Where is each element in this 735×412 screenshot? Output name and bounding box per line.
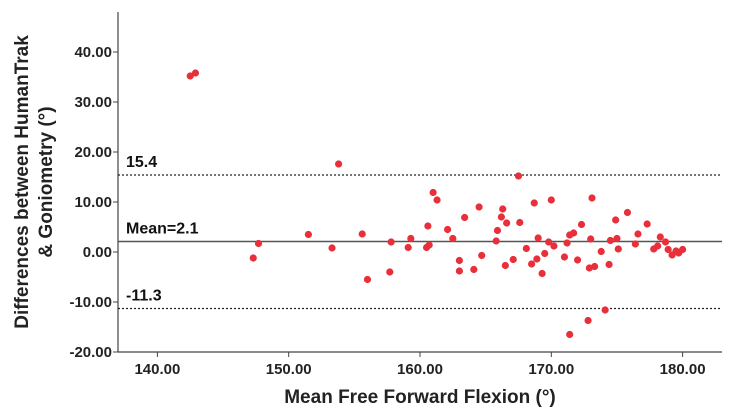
x-axis-ticks: 140.00 150.00 160.00 170.00 180.00 bbox=[134, 352, 706, 378]
data-point bbox=[547, 196, 555, 204]
data-point bbox=[516, 218, 524, 227]
data-point bbox=[545, 238, 553, 246]
data-point bbox=[304, 230, 312, 239]
data-point bbox=[577, 220, 586, 229]
data-point bbox=[501, 261, 509, 270]
data-point bbox=[563, 239, 571, 247]
data-point bbox=[550, 242, 558, 250]
data-point bbox=[656, 233, 664, 241]
data-point bbox=[613, 234, 621, 243]
reference-lines: 15.4 Mean=2.1 -11.3 bbox=[118, 154, 722, 310]
data-points bbox=[186, 69, 687, 339]
data-point bbox=[631, 240, 639, 248]
data-point bbox=[560, 253, 569, 261]
data-point bbox=[606, 236, 614, 245]
y-tick-label: -10.00 bbox=[69, 294, 112, 311]
data-point bbox=[623, 208, 632, 217]
x-tick-label: 150.00 bbox=[266, 361, 312, 378]
reference-line-label: -11.3 bbox=[126, 288, 162, 305]
data-point bbox=[449, 234, 457, 243]
data-point bbox=[475, 203, 483, 211]
x-tick-label: 160.00 bbox=[397, 361, 443, 378]
data-point bbox=[358, 230, 366, 238]
data-point bbox=[566, 330, 574, 339]
y-axis-ticks: 40.00 30.00 20.00 10.00 0.00 -10.00 -20.00 bbox=[69, 44, 118, 361]
data-point bbox=[654, 242, 662, 250]
data-point bbox=[679, 245, 687, 254]
data-point bbox=[509, 255, 517, 264]
data-point bbox=[528, 260, 536, 268]
data-point bbox=[191, 69, 200, 77]
data-point bbox=[499, 205, 507, 213]
data-point bbox=[530, 199, 538, 207]
data-point bbox=[570, 229, 578, 237]
data-point bbox=[186, 72, 194, 80]
y-axis-title-line: & Goniometry (°) bbox=[36, 106, 57, 257]
data-point bbox=[387, 238, 395, 246]
data-point bbox=[470, 265, 478, 274]
data-point bbox=[455, 256, 463, 265]
data-point bbox=[425, 241, 433, 249]
data-point bbox=[334, 160, 343, 168]
data-point bbox=[424, 222, 432, 230]
x-tick-label: 170.00 bbox=[528, 361, 574, 378]
data-point bbox=[404, 243, 412, 252]
data-point bbox=[601, 306, 609, 314]
data-point bbox=[533, 255, 541, 263]
data-point bbox=[429, 188, 437, 197]
data-point bbox=[643, 220, 651, 228]
data-point bbox=[661, 238, 670, 246]
y-tick-label: 20.00 bbox=[74, 144, 112, 161]
data-point bbox=[588, 194, 596, 202]
x-tick-label: 140.00 bbox=[134, 361, 180, 378]
y-tick-label: 40.00 bbox=[74, 44, 112, 61]
y-tick-label: 0.00 bbox=[83, 244, 112, 261]
data-point bbox=[478, 251, 486, 260]
data-point bbox=[597, 247, 605, 256]
data-point bbox=[584, 316, 592, 325]
y-tick-label: -20.00 bbox=[69, 344, 112, 361]
data-point bbox=[612, 216, 620, 224]
y-axis-title-line: Differences between HumanTrak bbox=[12, 35, 33, 329]
data-point bbox=[493, 226, 502, 235]
data-point bbox=[254, 239, 263, 248]
y-tick-label: 30.00 bbox=[74, 94, 112, 111]
x-axis-title: Mean Free Forward Flexion (°) bbox=[284, 387, 556, 408]
y-axis-title: Differences between HumanTrak & Goniometr… bbox=[12, 35, 57, 329]
data-point bbox=[538, 269, 546, 278]
data-point bbox=[614, 245, 622, 253]
data-point bbox=[386, 268, 394, 276]
data-point bbox=[634, 230, 642, 238]
data-point bbox=[573, 256, 582, 264]
reference-line-label: 15.4 bbox=[126, 154, 157, 171]
data-point bbox=[363, 275, 372, 284]
data-point bbox=[492, 237, 500, 245]
data-point bbox=[249, 254, 257, 262]
data-point bbox=[541, 249, 549, 258]
reference-line-label: Mean=2.1 bbox=[126, 221, 199, 238]
data-point bbox=[503, 219, 511, 227]
data-point bbox=[407, 234, 415, 243]
data-point bbox=[443, 225, 452, 234]
data-point bbox=[522, 244, 530, 253]
data-point bbox=[461, 213, 469, 222]
data-point bbox=[514, 172, 523, 180]
data-point bbox=[497, 213, 506, 221]
data-point bbox=[664, 245, 672, 254]
data-point bbox=[455, 267, 463, 275]
x-tick-label: 180.00 bbox=[660, 361, 706, 378]
data-point bbox=[605, 260, 613, 269]
data-point bbox=[591, 262, 599, 271]
data-point bbox=[587, 235, 595, 243]
data-point bbox=[433, 196, 441, 204]
data-point bbox=[534, 234, 542, 242]
y-tick-label: 10.00 bbox=[74, 194, 112, 211]
data-point bbox=[328, 244, 336, 252]
